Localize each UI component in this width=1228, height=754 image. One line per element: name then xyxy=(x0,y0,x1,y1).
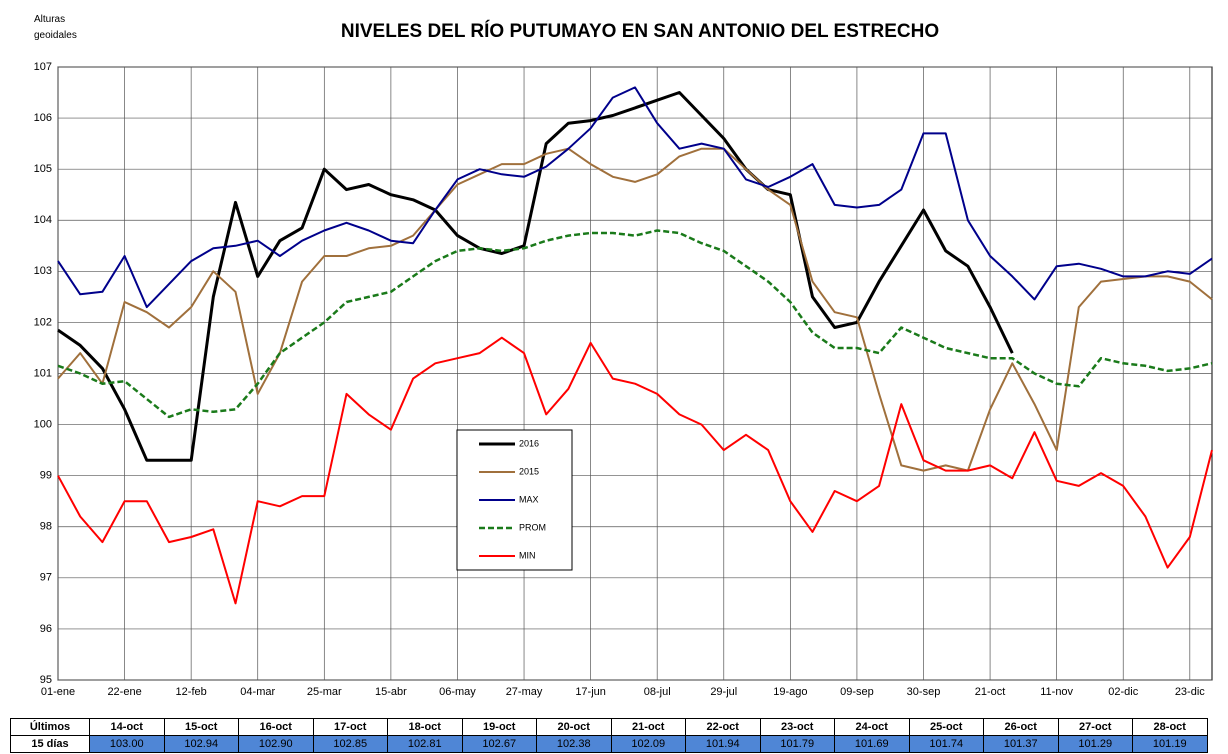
table-cell: Últimos xyxy=(10,718,90,736)
table-cell: 101.94 xyxy=(685,735,761,753)
x-tick-label: 22-ene xyxy=(107,686,141,698)
table-cell: 21-oct xyxy=(610,718,686,736)
table-cell: 101.79 xyxy=(759,735,835,753)
legend-label: MIN xyxy=(519,550,536,560)
x-tick-label: 09-sep xyxy=(840,686,874,698)
table-cell: 102.90 xyxy=(238,735,314,753)
table-cell: 102.09 xyxy=(610,735,686,753)
y-tick-label: 105 xyxy=(34,163,52,175)
table-cell: 17-oct xyxy=(312,718,388,736)
x-tick-label: 12-feb xyxy=(176,686,207,698)
x-tick-label: 21-oct xyxy=(975,686,1006,698)
table-cell: 15 días xyxy=(10,735,90,753)
y-tick-label: 98 xyxy=(40,521,52,533)
table-cell: 101.19 xyxy=(1132,735,1208,753)
y-tick-label: 100 xyxy=(34,418,52,430)
x-tick-label: 04-mar xyxy=(240,686,275,698)
table-cell: 102.81 xyxy=(387,735,463,753)
x-tick-label: 01-ene xyxy=(41,686,75,698)
x-tick-label: 27-may xyxy=(506,686,543,698)
table-cell: 102.85 xyxy=(312,735,388,753)
chart: NIVELES DEL RÍO PUTUMAYO EN SAN ANTONIO … xyxy=(34,20,1213,698)
series-line xyxy=(57,91,1014,462)
table-cell: 103.00 xyxy=(89,735,165,753)
x-tick-label: 29-jul xyxy=(710,686,737,698)
y-tick-label: 99 xyxy=(40,470,52,482)
table-row: 15 días 103.00 102.94 102.90 102.85 102.81 102… xyxy=(10,735,1208,753)
y-tick-label: 102 xyxy=(34,316,52,328)
table-cell: 18-oct xyxy=(387,718,463,736)
table-cell: 102.38 xyxy=(536,735,612,753)
table-cell: 102.94 xyxy=(163,735,239,753)
table-cell: 101.29 xyxy=(1057,735,1133,753)
x-tick-label: 08-jul xyxy=(644,686,671,698)
table-cell: 27-oct xyxy=(1057,718,1133,736)
legend-label: 2015 xyxy=(519,466,539,476)
table-cell: 20-oct xyxy=(536,718,612,736)
series-line xyxy=(57,229,1213,419)
table-cell: 25-oct xyxy=(908,718,984,736)
x-tick-label: 23-dic xyxy=(1175,686,1205,698)
x-tick-label: 30-sep xyxy=(907,686,941,698)
table-cell: 26-oct xyxy=(983,718,1059,736)
y-tick-label: 101 xyxy=(34,367,52,379)
legend-label: MAX xyxy=(519,494,539,504)
y-axis-label: Alturas geoidales xyxy=(34,14,77,41)
table-cell: 101.69 xyxy=(834,735,910,753)
table-row: Últimos 14-oct 15-oct 16-oct 17-oct 18-oct 19-… xyxy=(10,718,1208,736)
y-tick-label: 95 xyxy=(40,674,52,686)
x-tick-label: 17-jun xyxy=(575,686,606,698)
data-table: Últimos 14-oct 15-oct 16-oct 17-oct 18-oct 19-… xyxy=(10,718,1208,753)
x-tick-label: 11-nov xyxy=(1040,686,1073,698)
table-cell: 101.74 xyxy=(908,735,984,753)
table-cell: 28-oct xyxy=(1132,718,1208,736)
table-cell: 101.37 xyxy=(983,735,1059,753)
legend-label: PROM xyxy=(519,522,546,532)
x-tick-label: 02-dic xyxy=(1108,686,1138,698)
table-cell: 22-oct xyxy=(685,718,761,736)
y-tick-label: 106 xyxy=(34,112,52,124)
table-cell: 23-oct xyxy=(759,718,835,736)
y-tick-label: 96 xyxy=(40,623,52,635)
legend-label: 2016 xyxy=(519,438,539,448)
y-tick-label: 104 xyxy=(34,214,52,226)
x-tick-label: 06-may xyxy=(439,686,476,698)
series-line xyxy=(57,147,1213,472)
y-tick-label: 107 xyxy=(34,61,52,73)
table-cell: 102.67 xyxy=(461,735,537,753)
chart-title: NIVELES DEL RÍO PUTUMAYO EN SAN ANTONIO … xyxy=(341,20,939,42)
table-cell: 24-oct xyxy=(834,718,910,736)
table-cell: 16-oct xyxy=(238,718,314,736)
x-tick-label: 15-abr xyxy=(375,686,407,698)
x-tick-label: 19-ago xyxy=(773,686,807,698)
table-cell: 14-oct xyxy=(89,718,165,736)
series-line xyxy=(57,86,1213,309)
series-line xyxy=(57,336,1213,605)
y-tick-label: 97 xyxy=(40,572,52,584)
y-tick-label: 103 xyxy=(34,265,52,277)
table-cell: 15-oct xyxy=(163,718,239,736)
x-tick-label: 25-mar xyxy=(307,686,342,698)
table-cell: 19-oct xyxy=(461,718,537,736)
